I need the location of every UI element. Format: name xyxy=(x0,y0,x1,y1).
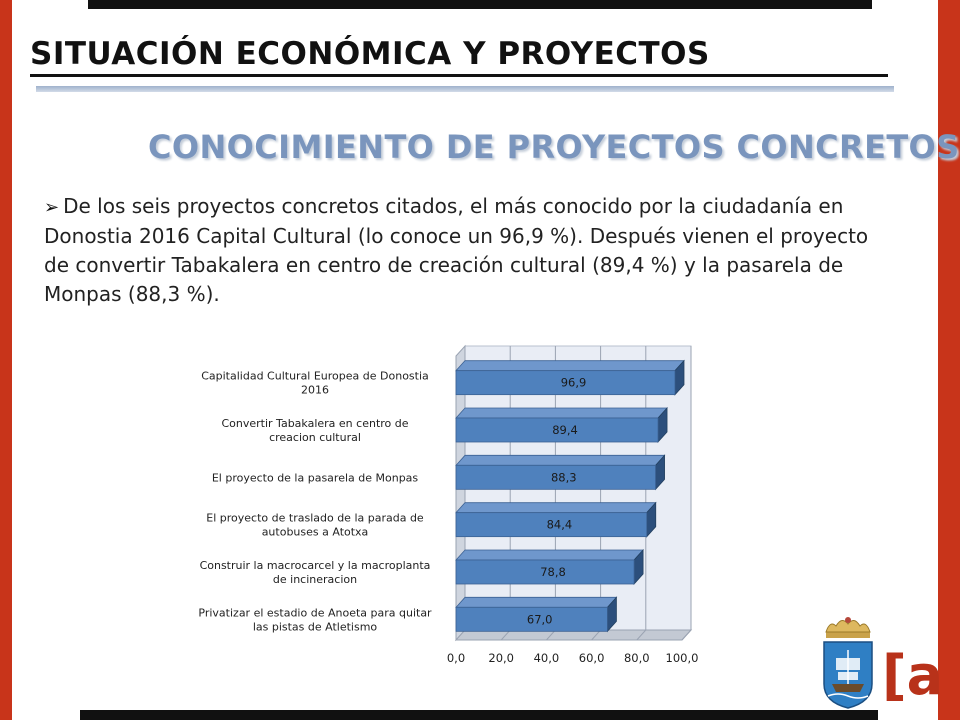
category-label: Convertir Tabakalera en centro de xyxy=(221,417,408,430)
bar-top xyxy=(455,407,668,419)
top-frame-bar xyxy=(88,0,872,9)
gridline-floor xyxy=(681,629,692,641)
data-label: 84,4 xyxy=(547,518,573,532)
data-label: 89,4 xyxy=(552,423,578,437)
bar xyxy=(455,559,635,585)
summary-paragraph: ➢ De los seis proyectos concretos citados… xyxy=(44,192,874,309)
bar xyxy=(455,606,608,632)
arrow-bullet-icon: ➢ xyxy=(44,197,60,218)
bar-top xyxy=(455,596,618,608)
x-tick-label: 0,0 xyxy=(447,651,465,665)
bar-top xyxy=(455,454,666,466)
left-frame-bar xyxy=(0,0,12,720)
category-label: Construir la macrocarcel y la macroplant… xyxy=(200,559,431,572)
x-tick-label: 20,0 xyxy=(488,651,514,665)
right-frame-bar xyxy=(938,0,960,720)
bar xyxy=(455,512,648,538)
x-tick-label: 100,0 xyxy=(666,651,699,665)
x-tick-label: 40,0 xyxy=(534,651,560,665)
crown-icon xyxy=(825,617,871,638)
x-tick-label: 60,0 xyxy=(579,651,605,665)
title-shadow-bar xyxy=(36,86,894,92)
summary-text: De los seis proyectos concretos citados,… xyxy=(44,194,869,306)
bottom-frame-bar xyxy=(80,710,878,720)
category-label: de incineracion xyxy=(273,573,357,586)
bar xyxy=(455,370,676,396)
category-label: El proyecto de la pasarela de Monpas xyxy=(212,471,419,484)
city-logo: [a] xyxy=(823,617,946,709)
bar xyxy=(455,464,656,490)
category-label: 2016 xyxy=(301,384,329,397)
brand-mark: [a] xyxy=(882,644,946,707)
section-subtitle: CONOCIMIENTO DE PROYECTOS CONCRETOS xyxy=(148,128,960,166)
category-label: Privatizar el estadio de Anoeta para qui… xyxy=(198,606,432,619)
gridline-floor xyxy=(636,629,647,641)
data-label: 67,0 xyxy=(527,612,553,626)
x-tick-label: 80,0 xyxy=(624,651,650,665)
bar-top xyxy=(455,502,657,514)
page-title: SITUACIÓN ECONÓMICA Y PROYECTOS xyxy=(30,36,710,72)
data-label: 78,8 xyxy=(540,565,566,579)
bar-top xyxy=(455,549,644,561)
category-label: El proyecto de traslado de la parada de xyxy=(206,512,424,525)
data-label: 96,9 xyxy=(561,376,587,390)
title-underline xyxy=(30,74,888,77)
category-label: Capitalidad Cultural Europea de Donostia xyxy=(201,370,429,383)
ship-shield-icon xyxy=(823,641,873,709)
category-label: las pistas de Atletismo xyxy=(253,620,378,633)
category-label: autobuses a Atotxa xyxy=(262,526,369,539)
bar-top xyxy=(455,360,685,372)
category-label: creacion cultural xyxy=(269,431,361,444)
bar-chart: 0,0 20,0 40,0 60,0 80,0 100,0 96,9 Capitalidad … xyxy=(198,344,699,665)
bar xyxy=(455,417,659,443)
data-label: 88,3 xyxy=(551,470,577,484)
